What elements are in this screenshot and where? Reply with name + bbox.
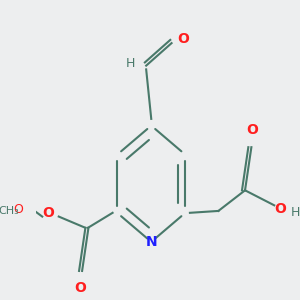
Text: CH₃: CH₃ xyxy=(0,206,20,216)
Text: O: O xyxy=(43,206,55,220)
Text: O: O xyxy=(13,202,23,216)
Text: O: O xyxy=(177,32,189,46)
Text: O: O xyxy=(74,281,86,295)
Text: H: H xyxy=(126,57,136,70)
Text: O: O xyxy=(275,202,286,216)
Text: N: N xyxy=(146,235,157,249)
Text: O: O xyxy=(247,123,259,137)
Text: H: H xyxy=(291,206,300,219)
